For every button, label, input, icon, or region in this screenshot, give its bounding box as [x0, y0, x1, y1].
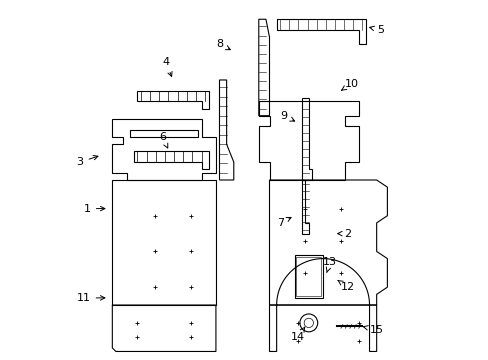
- Text: 14: 14: [290, 327, 305, 342]
- Text: 10: 10: [341, 78, 358, 90]
- Text: 6: 6: [159, 132, 167, 148]
- Text: 7: 7: [276, 217, 290, 228]
- Text: 15: 15: [363, 325, 383, 335]
- Text: 1: 1: [83, 203, 105, 213]
- Text: 9: 9: [280, 111, 294, 121]
- Text: 11: 11: [77, 293, 105, 303]
- Text: 8: 8: [216, 39, 230, 50]
- Text: 3: 3: [77, 156, 98, 167]
- Bar: [296, 257, 321, 296]
- Text: 12: 12: [337, 280, 354, 292]
- Text: 2: 2: [337, 229, 351, 239]
- Text: 4: 4: [162, 57, 172, 76]
- Text: 5: 5: [369, 25, 383, 35]
- Bar: [294, 255, 323, 298]
- Text: 13: 13: [323, 257, 337, 273]
